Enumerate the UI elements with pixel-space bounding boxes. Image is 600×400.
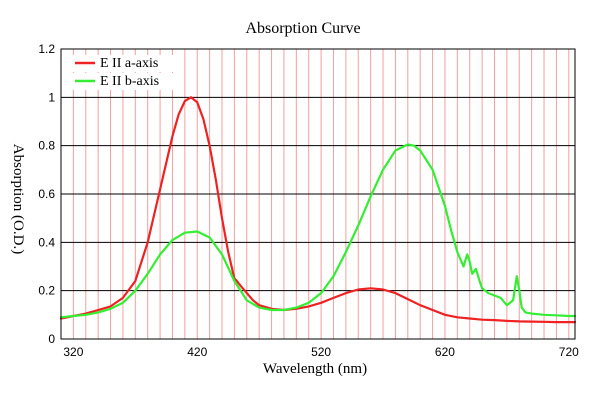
legend-background xyxy=(70,73,174,90)
y-tick-label: 1 xyxy=(48,90,55,104)
y-tick-label: 0.6 xyxy=(38,187,55,201)
x-tick-label: 520 xyxy=(311,345,331,359)
series-line-1 xyxy=(59,96,577,324)
y-axis-ticks: 0 0.2 0.4 0.6 0.8 1 1.2 xyxy=(38,42,55,346)
x-tick-label: 620 xyxy=(435,345,455,359)
x-tick-label: 720 xyxy=(559,345,579,359)
chart-title: Absorption Curve xyxy=(245,20,360,37)
x-axis-label: Wavelength (nm) xyxy=(263,361,367,377)
y-tick-label: 1.2 xyxy=(38,42,55,56)
y-tick-label: 0.8 xyxy=(38,139,55,153)
plot-series xyxy=(59,96,577,324)
y-tick-label: 0.4 xyxy=(38,235,55,249)
x-axis-ticks: 320 420 520 620 720 xyxy=(63,345,579,359)
grid xyxy=(61,48,575,340)
x-tick-label: 420 xyxy=(187,345,207,359)
plot-frame xyxy=(60,48,576,340)
legend-background xyxy=(70,55,174,72)
y-tick-label: 0 xyxy=(48,332,55,346)
legend-label: E II b-axis xyxy=(100,74,159,89)
legend-label: E II a-axis xyxy=(100,56,158,71)
y-axis-label: Absorption (O.D.) xyxy=(10,144,26,254)
y-tick-label: 0.2 xyxy=(38,284,55,298)
x-tick-label: 320 xyxy=(63,345,83,359)
series-line-2 xyxy=(59,143,577,319)
legend: E II a-axis E II b-axis xyxy=(70,55,174,90)
